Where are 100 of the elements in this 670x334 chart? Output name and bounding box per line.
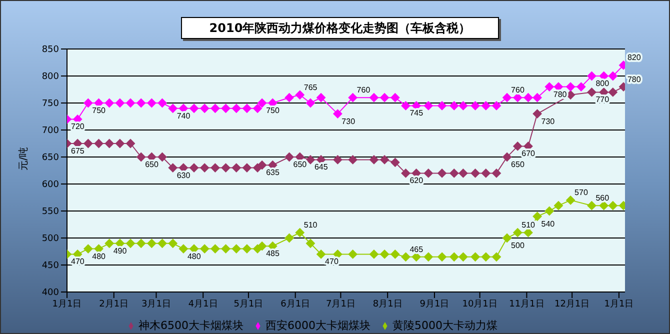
data-label: 760 <box>356 86 371 95</box>
x-tick-label: 6月1日 <box>280 299 310 310</box>
point <box>94 139 104 148</box>
point <box>316 93 326 102</box>
point <box>84 244 93 254</box>
data-label: 760 <box>511 86 525 95</box>
point <box>576 82 586 92</box>
point <box>554 201 563 210</box>
y-tick-label: 500 <box>42 234 60 244</box>
data-label: 480 <box>187 252 202 261</box>
point <box>438 168 447 178</box>
data-label: 470 <box>325 257 339 266</box>
point <box>608 72 618 80</box>
point <box>532 93 542 102</box>
point <box>502 234 512 242</box>
point <box>450 252 459 262</box>
x-tick-label: 9月1日 <box>420 299 450 310</box>
point <box>306 238 315 248</box>
point <box>221 163 230 172</box>
point <box>158 152 167 162</box>
point <box>470 168 480 178</box>
data-label: 540 <box>541 219 556 228</box>
data-label: 730 <box>541 116 556 126</box>
point <box>190 163 199 172</box>
point <box>587 88 596 97</box>
point <box>178 244 188 254</box>
point <box>136 238 146 248</box>
point <box>492 101 501 110</box>
data-label: 500 <box>511 241 525 250</box>
point <box>390 158 400 167</box>
point <box>242 244 252 254</box>
y-axis-title: 元/吨 <box>18 147 30 170</box>
point <box>210 104 220 113</box>
point <box>147 238 156 248</box>
data-label: 650 <box>293 160 308 169</box>
data-label: 820 <box>627 53 642 62</box>
x-tick-label: 2月1日 <box>99 299 129 310</box>
point <box>532 109 542 118</box>
data-label: 645 <box>314 162 328 172</box>
point <box>115 98 124 108</box>
point <box>401 252 410 262</box>
data-label: 730 <box>342 116 356 126</box>
x-tick-label: 1月1日 <box>52 299 82 310</box>
point <box>566 196 576 205</box>
point <box>513 93 522 102</box>
y-tick-label: 650 <box>42 153 60 164</box>
point <box>253 104 262 113</box>
x-tick-label: 10月1日 <box>462 299 498 310</box>
data-label: 770 <box>596 95 610 104</box>
point <box>104 98 114 108</box>
point <box>369 93 378 102</box>
y-tick-label: 450 <box>42 261 60 272</box>
point <box>136 152 146 162</box>
x-tick-label: 11月1日 <box>509 299 544 310</box>
point <box>84 98 93 108</box>
point <box>424 101 433 110</box>
point <box>333 109 342 118</box>
data-label: 635 <box>266 168 280 178</box>
point <box>369 250 378 259</box>
y-tick-label: 550 <box>42 207 60 218</box>
point <box>295 228 304 238</box>
point <box>369 155 378 164</box>
point <box>126 238 136 248</box>
point <box>126 98 136 108</box>
point <box>200 163 210 172</box>
point <box>232 163 241 172</box>
point <box>458 101 468 110</box>
point <box>178 104 188 113</box>
point <box>158 238 167 248</box>
point <box>513 142 522 151</box>
point <box>295 90 304 100</box>
point <box>242 163 252 172</box>
point <box>566 82 576 92</box>
point <box>513 228 522 238</box>
data-label: 650 <box>145 160 159 169</box>
point <box>316 250 326 259</box>
point <box>608 88 618 97</box>
data-label: 740 <box>176 111 191 120</box>
data-label: 800 <box>596 79 610 88</box>
data-label: 510 <box>304 220 318 230</box>
point <box>502 152 512 162</box>
point <box>232 244 241 254</box>
x-tick-label: 1月1日 <box>604 299 634 310</box>
point <box>401 168 410 178</box>
point <box>390 250 400 259</box>
point <box>104 139 114 148</box>
point <box>458 168 468 178</box>
data-label: 620 <box>410 176 424 186</box>
point <box>544 206 554 216</box>
data-label: 470 <box>71 257 85 266</box>
point <box>348 250 358 259</box>
point <box>284 93 294 102</box>
x-tick-label: 12月1日 <box>554 299 590 310</box>
point <box>470 252 480 262</box>
point <box>587 72 596 80</box>
y-tick-label: 700 <box>42 126 60 136</box>
point <box>532 212 542 221</box>
data-label: 570 <box>574 188 588 198</box>
point <box>258 98 267 108</box>
data-label: 720 <box>71 122 85 132</box>
